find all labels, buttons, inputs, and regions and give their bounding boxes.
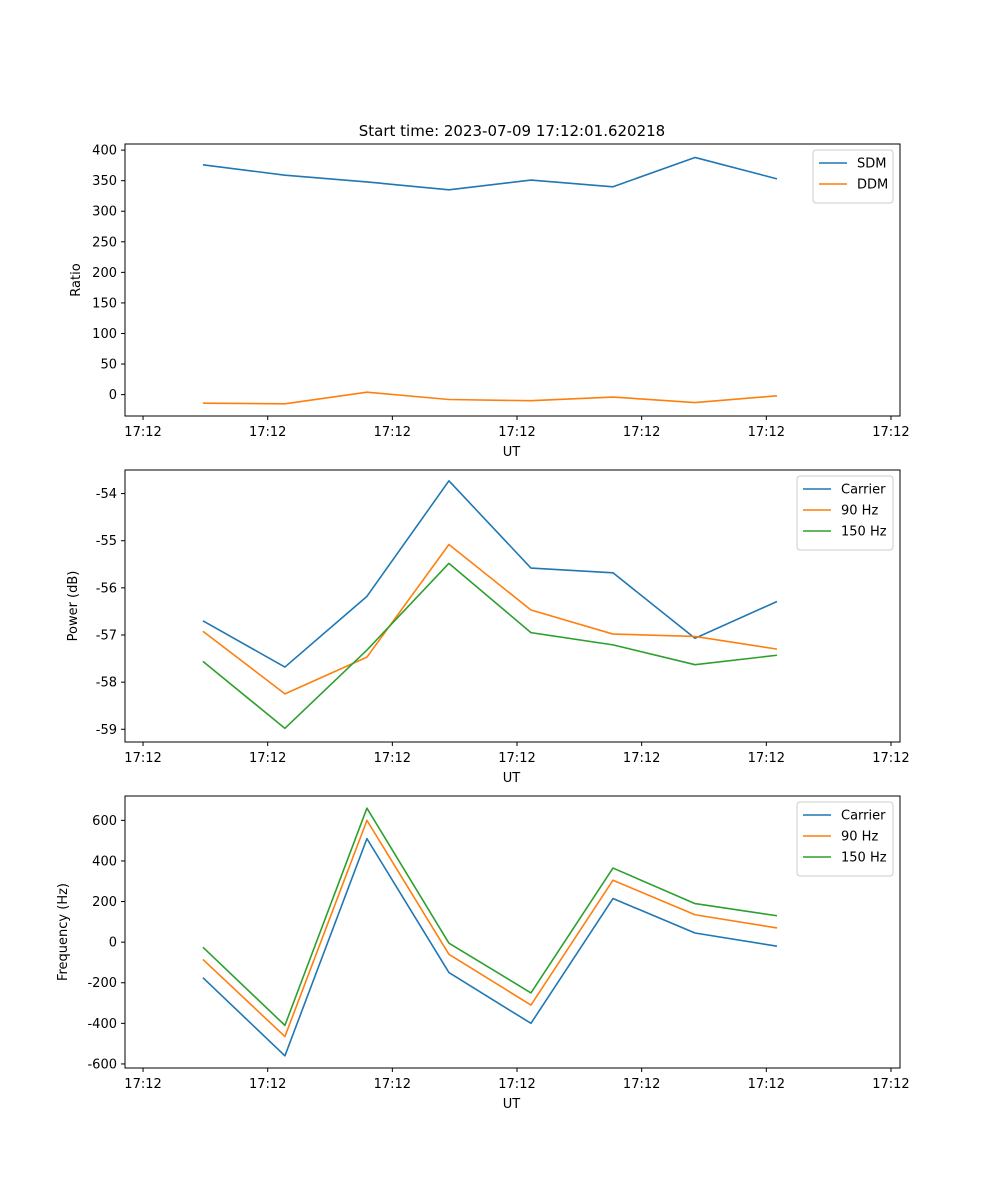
x-tick-label: 17:12 (124, 1077, 161, 1092)
x-tick-label: 17:12 (249, 425, 286, 440)
legend-label: 90 Hz (841, 504, 878, 519)
y-tick-label: 200 (92, 895, 117, 910)
x-tick-label: 17:12 (872, 751, 909, 766)
y-tick-label: 0 (109, 388, 117, 403)
y-tick-label: 0 (109, 936, 117, 951)
x-tick-label: 17:12 (249, 751, 286, 766)
x-axis-label: UT (503, 1097, 521, 1112)
series-line-150-hz (202, 562, 778, 730)
series-line-150-hz (202, 807, 778, 1027)
y-axis-label: Power (dB) (66, 571, 81, 642)
legend-label: Carrier (841, 483, 886, 498)
legend-label: Carrier (841, 809, 886, 824)
y-tick-label: 200 (92, 266, 117, 281)
x-axis-label: UT (503, 445, 521, 460)
x-tick-label: 17:12 (623, 751, 660, 766)
y-tick-label: 300 (92, 205, 117, 220)
series-line-sdm (202, 156, 778, 191)
x-tick-label: 17:12 (748, 425, 785, 440)
axes-frame-1 (124, 143, 901, 417)
y-tick-label: 50 (100, 358, 117, 373)
axes-frame-2 (124, 469, 901, 743)
series-line-carrier (202, 837, 778, 1057)
legend-label: DDM (857, 178, 888, 193)
y-tick-label: -56 (96, 581, 117, 596)
y-tick-label: 250 (92, 235, 117, 250)
legend-label: 150 Hz (841, 525, 887, 540)
x-tick-label: 17:12 (374, 751, 411, 766)
x-tick-label: 17:12 (872, 425, 909, 440)
figure-title: Start time: 2023-07-09 17:12:01.620218 (359, 122, 665, 140)
y-tick-label: 400 (92, 144, 117, 159)
series-line-90-hz (202, 543, 778, 695)
y-tick-label: 150 (92, 296, 117, 311)
x-tick-label: 17:12 (124, 751, 161, 766)
y-tick-label: -58 (96, 676, 117, 691)
y-tick-label: -55 (96, 534, 117, 549)
y-tick-label: 400 (92, 854, 117, 869)
y-tick-label: 100 (92, 327, 117, 342)
x-tick-label: 17:12 (249, 1077, 286, 1092)
x-tick-label: 17:12 (498, 1077, 535, 1092)
x-tick-label: 17:12 (748, 1077, 785, 1092)
series-line-90-hz (202, 819, 778, 1038)
y-tick-label: 350 (92, 174, 117, 189)
x-tick-label: 17:12 (498, 425, 535, 440)
x-tick-label: 17:12 (124, 425, 161, 440)
axes-frame-3 (124, 795, 901, 1069)
y-axis-label: Frequency (Hz) (56, 883, 71, 981)
x-tick-label: 17:12 (872, 1077, 909, 1092)
series-line-ddm (202, 391, 778, 405)
series-line-carrier (202, 480, 778, 668)
y-tick-label: 600 (92, 814, 117, 829)
x-tick-label: 17:12 (623, 1077, 660, 1092)
y-tick-label: -54 (96, 487, 117, 502)
y-tick-label: -600 (87, 1057, 117, 1072)
x-tick-label: 17:12 (748, 751, 785, 766)
x-tick-label: 17:12 (374, 1077, 411, 1092)
legend-label: SDM (857, 157, 886, 172)
y-tick-label: -200 (87, 976, 117, 991)
x-tick-label: 17:12 (374, 425, 411, 440)
x-tick-label: 17:12 (623, 425, 660, 440)
y-tick-label: -400 (87, 1017, 117, 1032)
legend-label: 150 Hz (841, 851, 887, 866)
y-axis-label: Ratio (69, 263, 84, 296)
x-axis-label: UT (503, 771, 521, 786)
x-tick-label: 17:12 (498, 751, 535, 766)
y-tick-label: -59 (96, 723, 117, 738)
legend-label: 90 Hz (841, 830, 878, 845)
y-tick-label: -57 (96, 628, 117, 643)
